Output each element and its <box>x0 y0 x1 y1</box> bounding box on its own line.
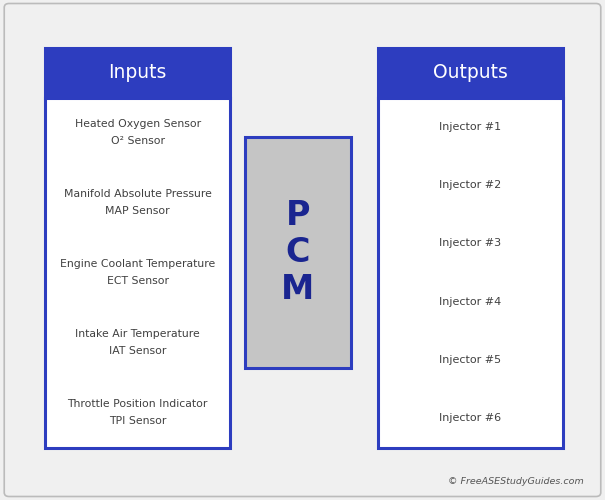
Text: Injector #5: Injector #5 <box>439 355 502 365</box>
Text: ECT Sensor: ECT Sensor <box>106 276 169 286</box>
Text: © FreeASEStudyGuides.com: © FreeASEStudyGuides.com <box>448 477 584 486</box>
Text: O² Sensor: O² Sensor <box>111 136 165 146</box>
Bar <box>45 48 230 448</box>
Text: Intake Air Temperature: Intake Air Temperature <box>75 329 200 339</box>
Text: Manifold Absolute Pressure: Manifold Absolute Pressure <box>64 189 212 199</box>
Text: Injector #2: Injector #2 <box>439 180 502 190</box>
Bar <box>378 48 563 448</box>
Text: Injector #1: Injector #1 <box>439 122 502 132</box>
Text: Injector #6: Injector #6 <box>439 414 502 424</box>
Bar <box>378 48 563 448</box>
Text: Engine Coolant Temperature: Engine Coolant Temperature <box>60 259 215 269</box>
Bar <box>245 138 351 368</box>
Text: Heated Oxygen Sensor: Heated Oxygen Sensor <box>74 119 201 129</box>
Bar <box>245 138 351 368</box>
Text: Injector #4: Injector #4 <box>439 296 502 306</box>
Bar <box>45 48 230 98</box>
FancyBboxPatch shape <box>4 4 601 496</box>
Text: MAP Sensor: MAP Sensor <box>105 206 170 216</box>
Text: Throttle Position Indicator: Throttle Position Indicator <box>67 399 208 409</box>
Text: Inputs: Inputs <box>108 63 167 82</box>
Text: Injector #3: Injector #3 <box>439 238 502 248</box>
Text: Outputs: Outputs <box>433 63 508 82</box>
Bar <box>45 48 230 448</box>
Text: TPI Sensor: TPI Sensor <box>109 416 166 426</box>
Text: IAT Sensor: IAT Sensor <box>109 346 166 356</box>
Bar <box>378 48 563 98</box>
Text: P
C
M: P C M <box>281 199 315 306</box>
